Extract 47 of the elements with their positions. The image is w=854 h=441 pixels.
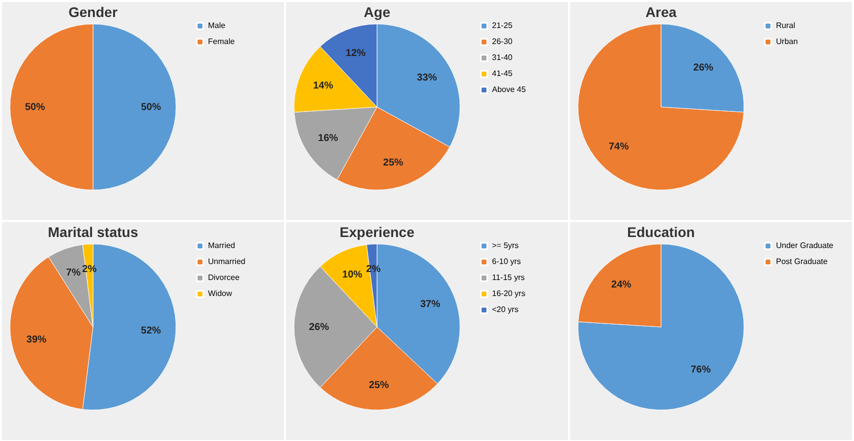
chart-title: Education (627, 224, 695, 240)
data-label: 52% (140, 326, 161, 337)
chart-title: Experience (340, 224, 415, 240)
data-label: 50% (140, 102, 162, 113)
legend-label: Post Graduate (776, 257, 828, 266)
chart-title: Age (364, 4, 390, 20)
legend-label: Under Graduate (776, 241, 834, 250)
data-label: 39% (26, 334, 47, 346)
legend-label: 31-40 (492, 53, 514, 62)
legend-label: Married (208, 241, 236, 250)
data-label: 33% (416, 72, 438, 84)
legend-label: Divorcee (208, 273, 240, 282)
data-label: 24% (611, 280, 632, 291)
data-label: 25% (383, 158, 404, 169)
data-label: 7% (66, 267, 81, 278)
data-label: 26% (693, 62, 714, 74)
chart-title: Marital status (48, 224, 138, 240)
legend-label: <20 yrs (492, 305, 518, 314)
legend-label: Urban (776, 37, 798, 46)
chart-title: Gender (68, 4, 118, 20)
legend-label: Male (208, 21, 226, 30)
legend-label: Female (208, 37, 236, 46)
legend-label: 26-30 (492, 37, 514, 46)
data-label: 10% (342, 270, 362, 281)
pie-slice (578, 244, 744, 410)
data-label: 25% (368, 380, 389, 391)
pie-slice (578, 24, 744, 190)
legend-label: >= 5yrs (492, 241, 519, 250)
legend-label: 11-15 yrs (492, 273, 525, 282)
legend-label: 21-25 (492, 21, 514, 30)
legend-label: 41-45 (492, 69, 514, 78)
data-label: 74% (608, 142, 629, 153)
legend-label: 16-20 yrs (492, 289, 526, 298)
legend-label: Rural (776, 21, 796, 30)
data-label: 2% (82, 264, 97, 276)
data-label: 16% (318, 133, 338, 144)
data-label: 14% (313, 80, 334, 92)
legend-label: Above 45 (492, 85, 526, 94)
legend-label: Widow (208, 289, 232, 298)
legend-label: Unmarried (208, 257, 246, 266)
data-label: 37% (420, 298, 440, 310)
data-label: 76% (690, 364, 711, 376)
legend-label: 6-10 yrs (492, 257, 521, 266)
data-label: 26% (308, 322, 330, 333)
data-label: 50% (24, 102, 46, 113)
chart-title: Area (645, 4, 677, 20)
data-label: 12% (346, 48, 366, 60)
